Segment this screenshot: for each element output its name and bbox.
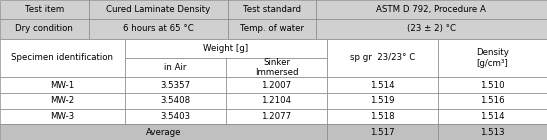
- Text: Density
[g/cm³]: Density [g/cm³]: [476, 48, 509, 68]
- Bar: [316, 19, 547, 39]
- Text: Test standard: Test standard: [242, 5, 301, 14]
- Text: 1.514: 1.514: [480, 112, 505, 121]
- Text: 3.5408: 3.5408: [160, 96, 190, 105]
- Text: 1.2077: 1.2077: [261, 112, 292, 121]
- Bar: [0, 19, 89, 39]
- Bar: [0, 109, 125, 124]
- Bar: [226, 93, 327, 109]
- Text: 1.510: 1.510: [480, 81, 505, 90]
- Text: 1.518: 1.518: [370, 112, 395, 121]
- Text: 1.2007: 1.2007: [261, 81, 292, 90]
- Text: Specimen identification: Specimen identification: [11, 53, 113, 62]
- Text: 1.516: 1.516: [480, 96, 505, 105]
- Bar: [438, 39, 547, 77]
- Text: 1.519: 1.519: [370, 96, 394, 105]
- Bar: [125, 58, 226, 77]
- Text: sp gr  23/23° C: sp gr 23/23° C: [350, 53, 415, 62]
- Text: 3.5403: 3.5403: [160, 112, 190, 121]
- Bar: [228, 19, 316, 39]
- Bar: [226, 58, 327, 77]
- Text: 1.514: 1.514: [370, 81, 395, 90]
- Bar: [125, 109, 226, 124]
- Bar: [438, 124, 547, 140]
- Bar: [228, 0, 316, 19]
- Text: Test item: Test item: [25, 5, 64, 14]
- Text: 6 hours at 65 °C: 6 hours at 65 °C: [123, 24, 194, 33]
- Bar: [89, 0, 228, 19]
- Bar: [125, 77, 226, 93]
- Text: Sinker
Immersed: Sinker Immersed: [255, 58, 298, 77]
- Text: Temp. of water: Temp. of water: [240, 24, 304, 33]
- Text: MW-3: MW-3: [50, 112, 74, 121]
- Text: 1.513: 1.513: [480, 128, 505, 137]
- Bar: [226, 77, 327, 93]
- Bar: [125, 93, 226, 109]
- Text: 1.517: 1.517: [370, 128, 395, 137]
- Text: MW-1: MW-1: [50, 81, 74, 90]
- Bar: [0, 124, 327, 140]
- Bar: [0, 0, 89, 19]
- Bar: [226, 109, 327, 124]
- Text: in Air: in Air: [164, 63, 187, 72]
- Bar: [438, 93, 547, 109]
- Bar: [327, 93, 438, 109]
- Bar: [327, 39, 438, 77]
- Bar: [125, 39, 327, 58]
- Text: 1.2104: 1.2104: [261, 96, 292, 105]
- Bar: [0, 39, 125, 77]
- Bar: [0, 93, 125, 109]
- Text: Cured Laminate Density: Cured Laminate Density: [106, 5, 210, 14]
- Bar: [89, 19, 228, 39]
- Bar: [327, 124, 438, 140]
- Bar: [327, 109, 438, 124]
- Bar: [316, 0, 547, 19]
- Text: 3.5357: 3.5357: [160, 81, 190, 90]
- Bar: [327, 77, 438, 93]
- Bar: [0, 77, 125, 93]
- Text: MW-2: MW-2: [50, 96, 74, 105]
- Text: Weight [g]: Weight [g]: [203, 44, 248, 53]
- Bar: [438, 77, 547, 93]
- Bar: [438, 109, 547, 124]
- Text: (23 ± 2) °C: (23 ± 2) °C: [407, 24, 456, 33]
- Text: ASTM D 792, Procedure A: ASTM D 792, Procedure A: [376, 5, 486, 14]
- Text: Dry condition: Dry condition: [15, 24, 73, 33]
- Text: Average: Average: [146, 128, 181, 137]
